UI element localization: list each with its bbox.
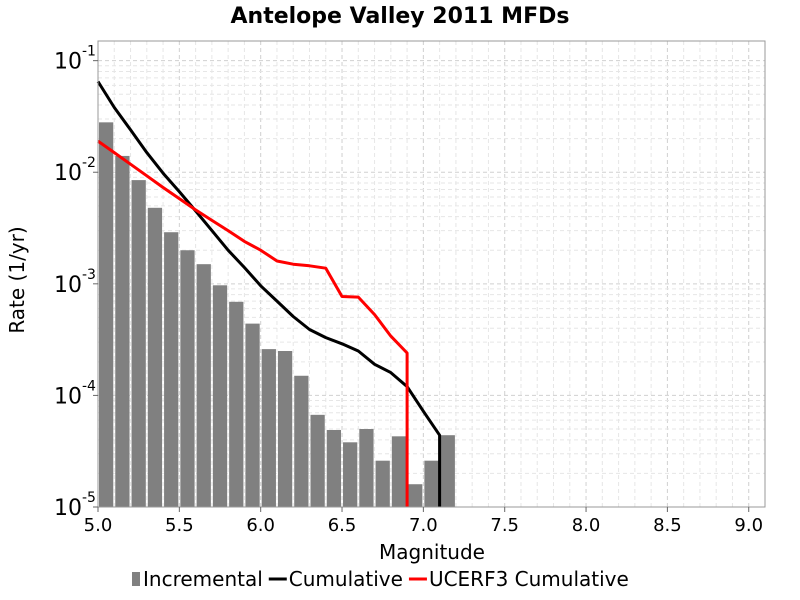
x-tick-label: 9.0 xyxy=(734,515,763,536)
cumulative-line xyxy=(96,80,442,507)
legend-label-cumulative: Cumulative xyxy=(289,567,403,591)
incremental-bar xyxy=(229,301,244,507)
y-axis-label: Rate (1/yr) xyxy=(5,226,29,333)
incremental-bar xyxy=(343,442,358,507)
incremental-bar xyxy=(424,460,439,507)
incremental-bar xyxy=(180,250,195,507)
incremental-bar xyxy=(99,122,114,508)
incremental-bar xyxy=(131,180,146,508)
incremental-bar xyxy=(212,285,228,507)
incremental-bar xyxy=(115,155,130,507)
incremental-bar xyxy=(408,484,423,507)
y-tick-label: 10-3 xyxy=(54,267,96,298)
x-tick-label: 7.0 xyxy=(409,515,438,536)
ucerf3-cumulative-line xyxy=(97,139,409,507)
incremental-bar xyxy=(164,232,179,507)
x-axis-ticks: 5.0 5.5 6.0 6.5 7.0 7.5 8.0 8.5 9.0 xyxy=(84,507,763,536)
line-series xyxy=(96,80,442,507)
x-tick-label: 8.5 xyxy=(653,515,682,536)
incremental-bars xyxy=(99,122,455,508)
legend-label-incremental: Incremental xyxy=(143,567,263,591)
y-tick-label: 10-1 xyxy=(54,44,96,75)
x-tick-label: 5.0 xyxy=(84,515,113,536)
incremental-bar xyxy=(147,207,163,507)
y-tick-label: 10-4 xyxy=(54,378,96,409)
x-tick-label: 6.5 xyxy=(328,515,357,536)
incremental-bar xyxy=(196,264,211,507)
grid xyxy=(97,41,765,508)
x-tick-label: 8.0 xyxy=(572,515,601,536)
incremental-bar xyxy=(326,429,342,507)
x-tick-label: 6.0 xyxy=(246,515,275,536)
incremental-bar xyxy=(245,323,260,507)
incremental-bar xyxy=(277,351,293,507)
incremental-bar xyxy=(391,436,407,507)
legend-label-ucerf3-cumulative: UCERF3 Cumulative xyxy=(429,567,629,591)
x-tick-label: 7.5 xyxy=(490,515,519,536)
incremental-bar xyxy=(359,429,374,507)
chart-title: Antelope Valley 2011 MFDs xyxy=(231,4,570,29)
incremental-bar xyxy=(294,375,309,507)
x-axis-label: Magnitude xyxy=(379,540,485,564)
incremental-bar xyxy=(261,349,276,507)
incremental-bar xyxy=(310,414,325,507)
legend-swatch-incremental xyxy=(132,572,140,586)
y-axis-ticks: 10-5 10-4 10-3 10-2 10-1 xyxy=(54,44,98,521)
y-tick-label: 10-5 xyxy=(54,490,96,521)
legend: Incremental Cumulative UCERF3 Cumulative xyxy=(132,567,629,591)
incremental-bar xyxy=(440,435,455,507)
x-tick-label: 5.5 xyxy=(165,515,194,536)
y-tick-label: 10-2 xyxy=(54,155,96,186)
plot-frame xyxy=(97,40,766,508)
incremental-bar xyxy=(375,460,390,507)
